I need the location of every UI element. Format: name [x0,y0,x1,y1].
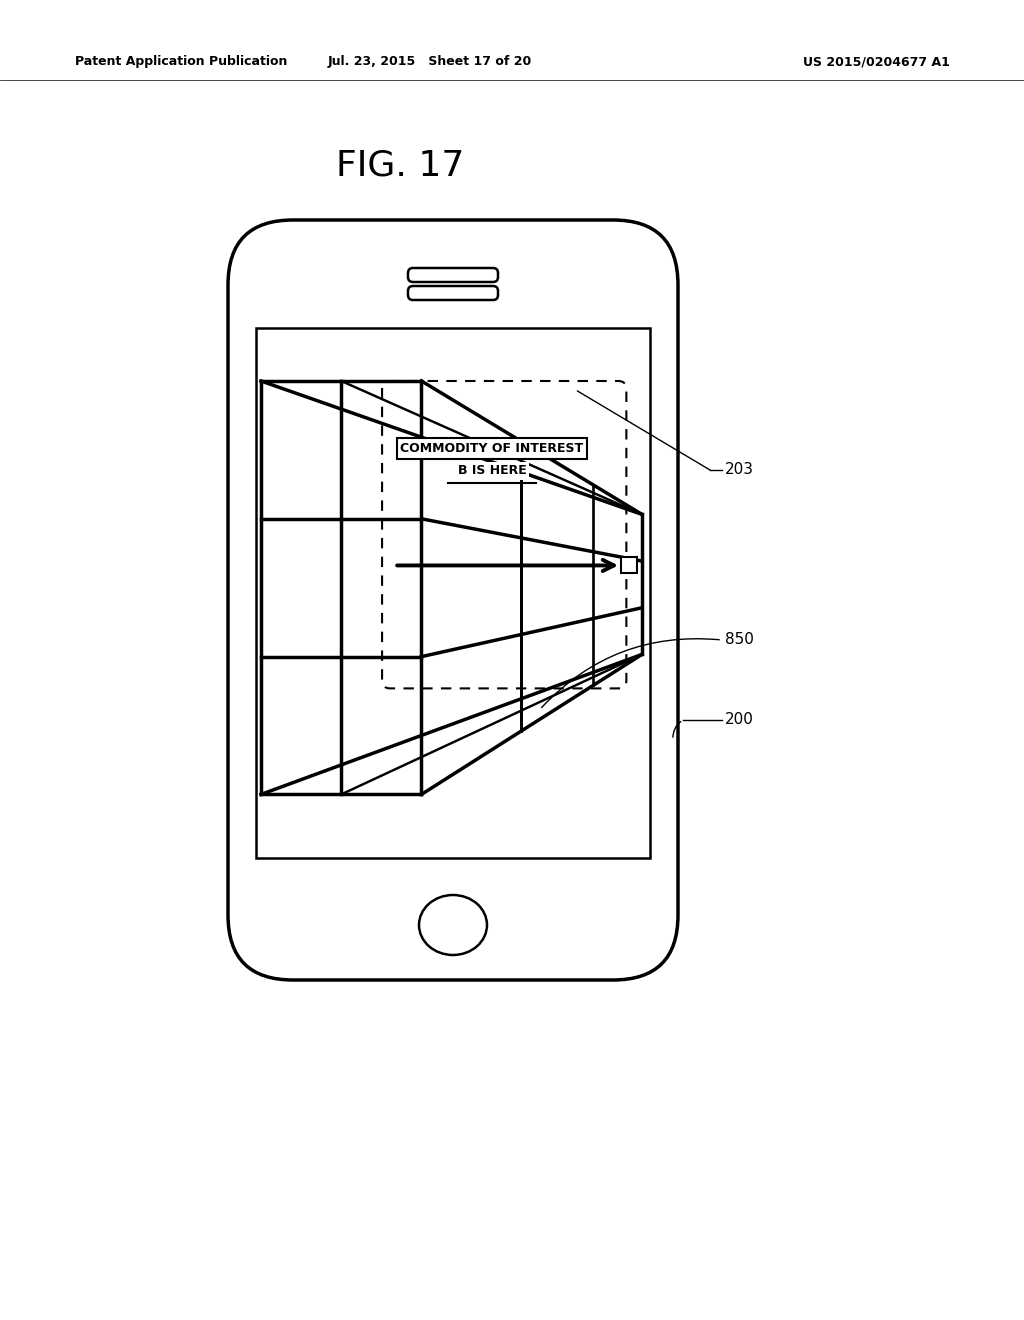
Text: B IS HERE: B IS HERE [458,465,526,477]
Text: 200: 200 [725,713,754,727]
Ellipse shape [419,895,487,954]
FancyBboxPatch shape [228,220,678,979]
Bar [256,327,650,858]
Text: COMMODITY OF INTEREST: COMMODITY OF INTEREST [400,442,584,455]
FancyArrowPatch shape [542,639,719,708]
Bar [621,557,637,573]
FancyBboxPatch shape [408,286,498,300]
Text: Jul. 23, 2015   Sheet 17 of 20: Jul. 23, 2015 Sheet 17 of 20 [328,55,532,69]
Text: Patent Application Publication: Patent Application Publication [75,55,288,69]
Text: US 2015/0204677 A1: US 2015/0204677 A1 [803,55,950,69]
FancyBboxPatch shape [408,268,498,282]
Text: 850: 850 [725,632,754,648]
Text: 203: 203 [725,462,754,478]
Text: FIG. 17: FIG. 17 [336,148,464,182]
